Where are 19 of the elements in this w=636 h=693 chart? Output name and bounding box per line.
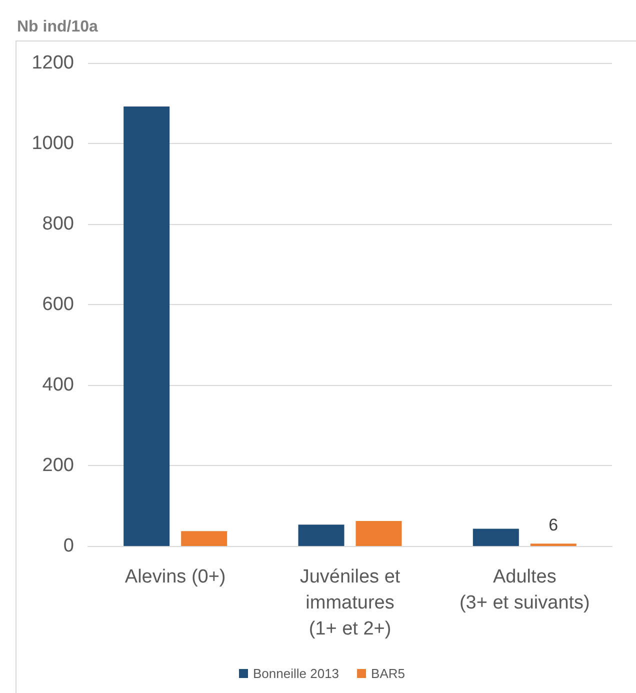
bar xyxy=(124,106,170,546)
y-tick-label: 400 xyxy=(42,374,74,396)
y-tick-label: 0 xyxy=(63,536,74,556)
y-axis-title: Nb ind/10a xyxy=(17,18,98,36)
bar xyxy=(356,521,402,546)
y-tick-label: 1200 xyxy=(32,52,74,74)
y-tick-label: 800 xyxy=(42,214,74,234)
x-tick-label: Adultes (3+ et suivants) xyxy=(459,566,590,614)
legend-label: Bonneille 2013 xyxy=(253,666,340,681)
bar xyxy=(181,531,228,546)
y-tick-label: 200 xyxy=(42,455,74,476)
x-tick-label: Juvéniles et immatures (1+ et 2+) xyxy=(300,566,401,640)
y-tick-label: 1000 xyxy=(32,133,74,154)
bar xyxy=(298,524,344,546)
x-tick-label: Alevins (0+) xyxy=(124,566,226,588)
data-label: 6 xyxy=(548,516,558,535)
bar xyxy=(472,528,519,546)
y-tick-label: 600 xyxy=(42,294,74,315)
legend-label: BAR5 xyxy=(371,666,405,681)
